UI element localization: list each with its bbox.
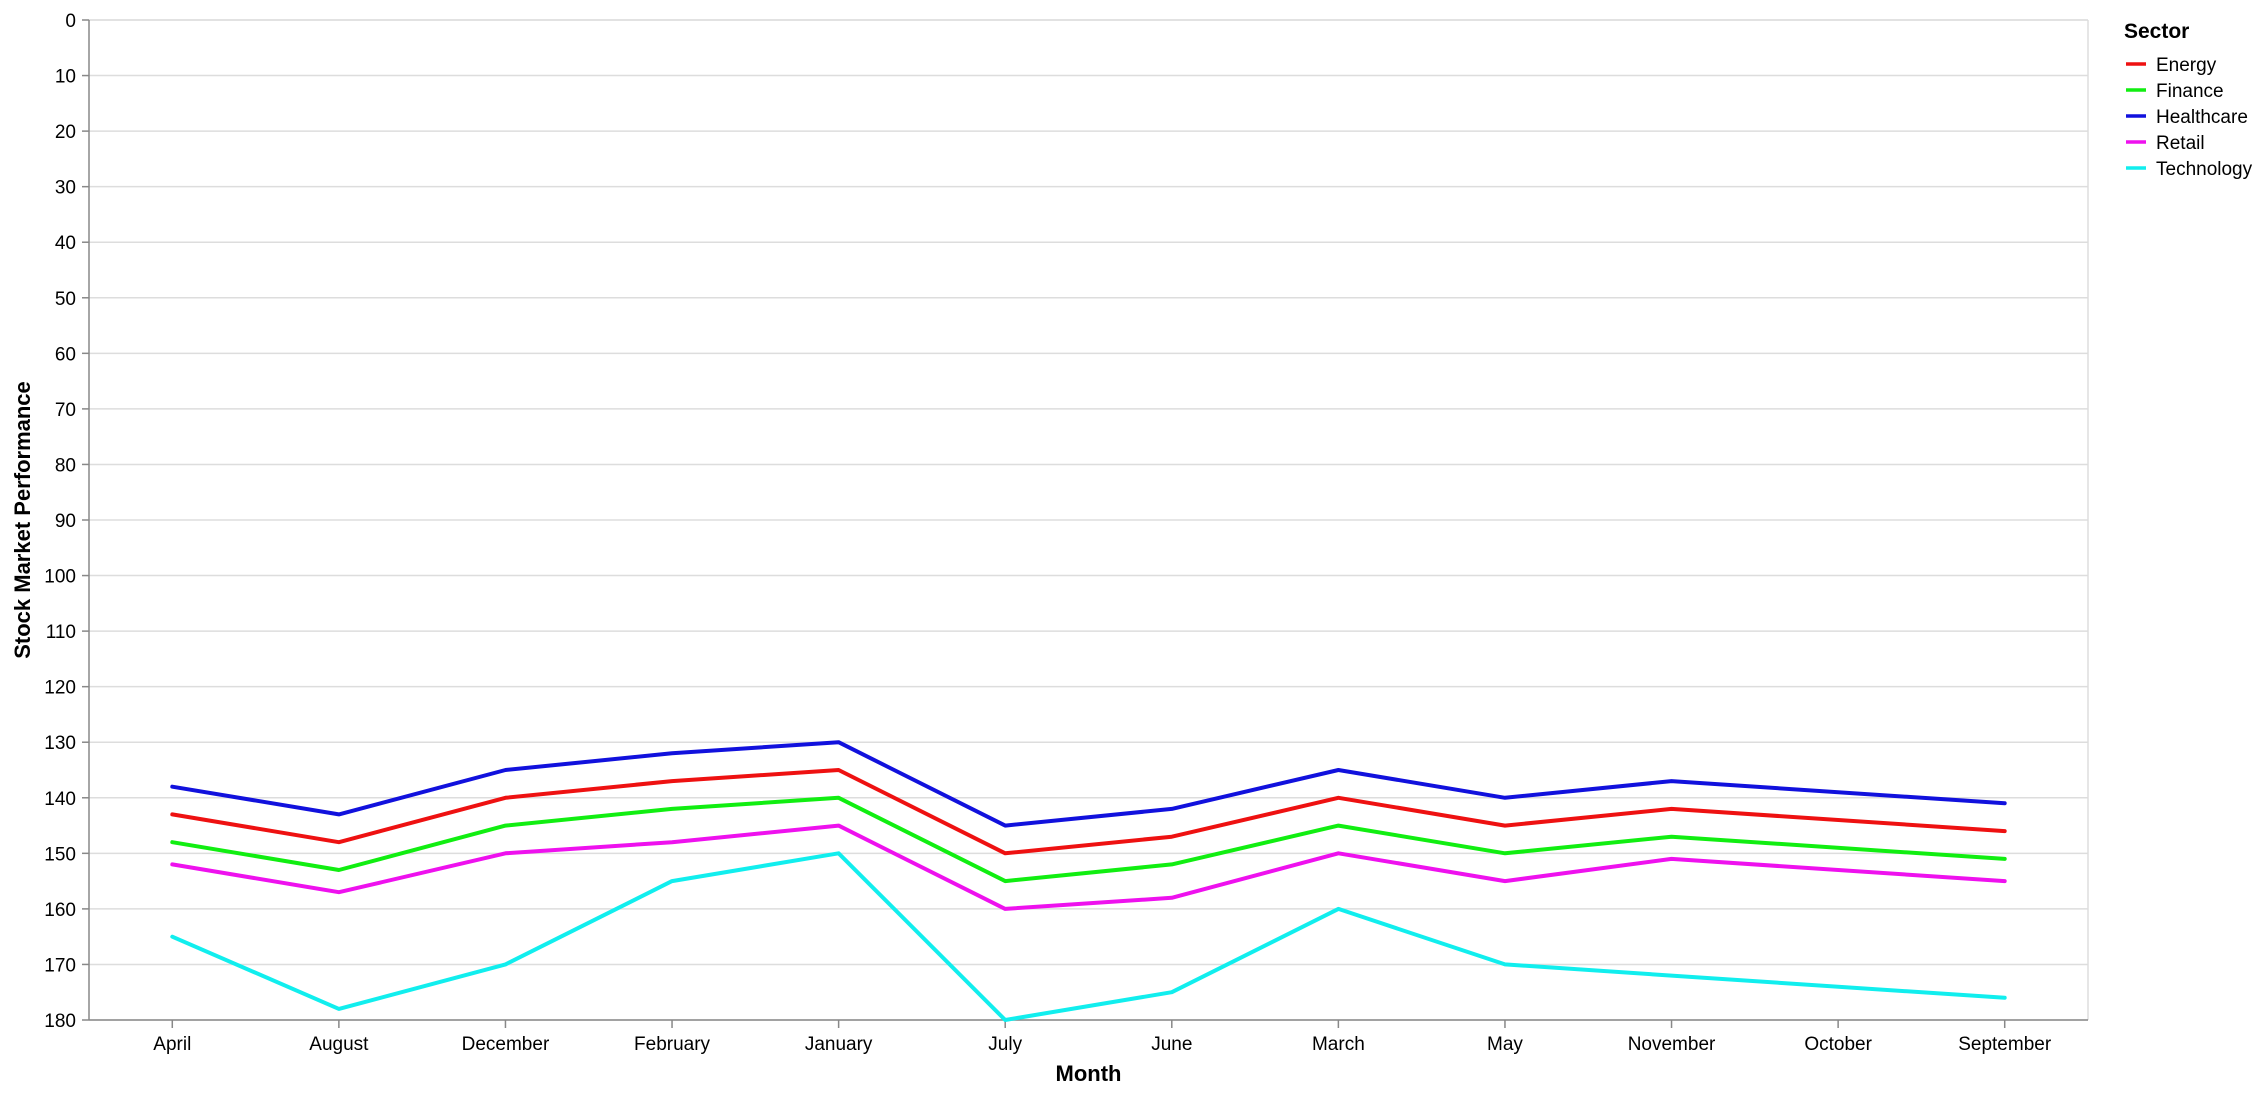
series-line-retail xyxy=(170,823,2007,911)
y-tick-label: 80 xyxy=(55,455,76,476)
legend-label-finance: Finance xyxy=(2156,81,2224,102)
y-tick-label: 100 xyxy=(44,567,76,588)
y-tick-label: 150 xyxy=(44,844,76,865)
legend-label-healthcare: Healthcare xyxy=(2156,107,2248,128)
y-tick-label: 160 xyxy=(44,900,76,921)
x-tick-label: March xyxy=(1312,1034,1365,1055)
y-axis: 0 10 20 30 40 50 60 70 80 90 100 110 120 130 140 150 160… xyxy=(44,11,90,1032)
x-tick-label: July xyxy=(988,1034,1022,1055)
x-tick-label: September xyxy=(1958,1034,2052,1055)
y-tick-label: 0 xyxy=(65,11,76,32)
y-tick-label: 60 xyxy=(55,344,76,365)
y-tick-label: 10 xyxy=(55,67,76,88)
y-tick-label: 30 xyxy=(55,178,76,199)
legend-title: Sector xyxy=(2124,20,2189,43)
x-tick-label: August xyxy=(309,1034,369,1055)
x-tick-label: October xyxy=(1804,1034,1872,1055)
legend: Sector Energy Finance Healthcare Retail Tech… xyxy=(2124,20,2253,180)
legend-label-technology: Technology xyxy=(2156,159,2253,180)
series-line-healthcare xyxy=(170,740,2007,828)
x-axis-title: Month xyxy=(1056,1061,1122,1086)
y-tick-label: 110 xyxy=(46,622,76,643)
y-tick-label: 90 xyxy=(55,511,76,532)
y-tick-label: 170 xyxy=(44,955,76,976)
x-tick-label: May xyxy=(1487,1034,1523,1055)
x-tick-label: June xyxy=(1151,1034,1192,1055)
y-tick-label: 140 xyxy=(44,789,76,810)
series-line-finance xyxy=(170,795,2007,884)
y-tick-label: 180 xyxy=(44,1011,76,1032)
y-axis-title: Stock Market Performance xyxy=(10,381,35,659)
x-tick-label: February xyxy=(634,1034,711,1055)
x-tick-label: November xyxy=(1628,1034,1716,1055)
y-tick-label: 70 xyxy=(55,400,76,421)
y-tick-label: 120 xyxy=(44,678,76,699)
y-tick-label: 20 xyxy=(55,122,76,143)
series-line-technology xyxy=(170,851,2007,1022)
x-tick-label: December xyxy=(462,1034,550,1055)
y-tick-label: 50 xyxy=(55,289,76,310)
legend-label-energy: Energy xyxy=(2156,55,2217,76)
series-lines xyxy=(170,740,2007,1022)
x-tick-label: April xyxy=(153,1034,191,1055)
x-tick-label: January xyxy=(805,1034,873,1055)
y-gridlines xyxy=(89,19,2089,1021)
y-tick-label: 40 xyxy=(55,233,76,254)
y-tick-label: 130 xyxy=(44,733,76,754)
x-axis: April August December February January July Ju… xyxy=(89,1019,2088,1055)
legend-label-retail: Retail xyxy=(2156,133,2205,154)
series-line-energy xyxy=(170,768,2007,856)
